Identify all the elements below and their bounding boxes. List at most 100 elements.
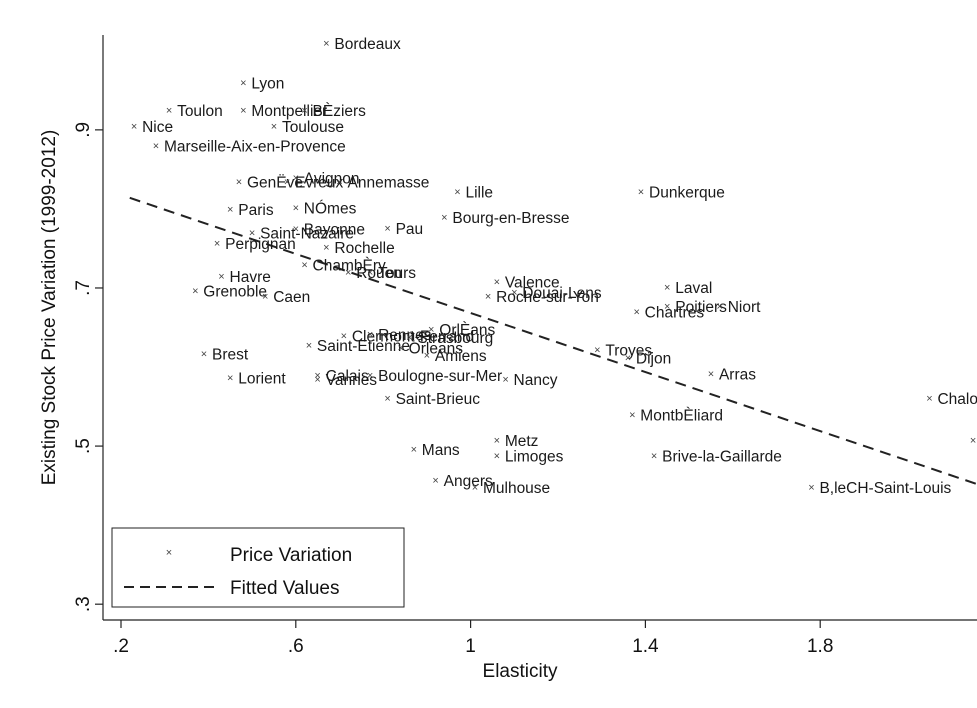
data-point: × (293, 224, 299, 236)
point-label: Pau (396, 221, 424, 238)
data-point: × (201, 349, 207, 361)
y-axis-title: Existing Stock Price Variation (1999-201… (39, 130, 60, 486)
point-label: Mans (422, 442, 460, 459)
point-label: OrlÈans (439, 322, 495, 339)
point-label: Boulogne-sur-Mer (378, 368, 502, 385)
data-point: × (323, 38, 329, 50)
data-point: × (153, 141, 159, 153)
data-point: × (314, 370, 320, 382)
point-label: Bordeaux (334, 36, 401, 53)
point-label: ChambÈry (313, 257, 386, 274)
point-label: Valence (505, 275, 560, 292)
data-point: × (406, 332, 412, 344)
point-label: Caen (273, 289, 310, 306)
data-point: × (432, 475, 438, 487)
data-point: × (293, 172, 299, 184)
data-point: × (629, 409, 635, 421)
data-point: × (367, 267, 373, 279)
axes: .2 .6 1 1.4 1.8 .3 .5 .7 .9 (73, 35, 977, 657)
point-label: Amiens (435, 348, 487, 365)
point-label: Evreux (295, 174, 343, 191)
point-label: GenËve (247, 174, 303, 191)
point-label: Perpignan (225, 236, 296, 253)
data-point: × (306, 340, 312, 352)
point-label: Toulon (177, 103, 223, 120)
point-label: Douai-Lens (522, 285, 602, 302)
data-point: × (502, 374, 508, 386)
point-label: Tours (378, 265, 416, 282)
data-point: × (240, 105, 246, 117)
point-label: Arras (719, 366, 756, 383)
point-label: Brest (212, 347, 249, 364)
data-point: × (384, 393, 390, 405)
data-point: × (271, 121, 277, 133)
point-label: Dunkerque (649, 185, 725, 202)
legend-entry-fitted-values: Fitted Values (230, 578, 339, 599)
data-point: × (970, 435, 976, 447)
point-label: NÓmes (304, 200, 357, 217)
point-label: Lille (465, 185, 493, 202)
fitted-line-layer (129, 196, 977, 486)
point-label: MontbÈliard (640, 407, 723, 424)
data-point: × (664, 301, 670, 313)
data-point: × (214, 238, 220, 250)
data-point: × (384, 223, 390, 235)
point-label: Rouen (356, 265, 402, 282)
point-label: Paris (238, 202, 274, 219)
data-point: × (441, 212, 447, 224)
legend: × Price Variation Fitted Values (111, 527, 405, 608)
data-point: × (485, 291, 491, 303)
point-label: Chalon-sur-Saone (937, 391, 977, 408)
y-tick-label: .3 (73, 596, 94, 612)
point-label: Calais (326, 368, 369, 385)
point-label: Laval (675, 280, 712, 297)
point-label: Roche-sur-Yon (496, 289, 599, 306)
point-label: Angers (444, 473, 493, 490)
data-point: × (664, 282, 670, 294)
point-label: Bayonne (304, 222, 365, 239)
point-label: Troyes (605, 343, 652, 360)
data-point: × (227, 204, 233, 216)
data-point: × (293, 202, 299, 214)
data-point: × (494, 277, 500, 289)
legend-box (111, 527, 405, 608)
point-label: Saint-Nazaire (260, 226, 354, 243)
point-label: Grenoble (203, 283, 267, 300)
data-point: × (716, 301, 722, 313)
data-point: × (131, 121, 137, 133)
data-point: × (397, 342, 403, 354)
data-point: × (511, 287, 517, 299)
data-point: × (345, 267, 351, 279)
point-label: Strasbourg (417, 330, 493, 347)
point-label: Dijon (636, 351, 671, 368)
point-label: Toulouse (282, 119, 344, 136)
point-label: Limoges (505, 449, 564, 466)
data-point: × (227, 372, 233, 384)
data-point: × (166, 105, 172, 117)
data-point: × (341, 330, 347, 342)
point-label: Nancy (514, 372, 558, 389)
y-tick-label: .9 (73, 122, 94, 138)
point-label: Niort (728, 299, 761, 316)
data-point: × (411, 444, 417, 456)
data-point: × (218, 271, 224, 283)
x-tick-label: .2 (113, 636, 129, 657)
point-label: BÈziers (313, 103, 367, 120)
data-point: × (454, 187, 460, 199)
data-point: × (926, 393, 932, 405)
point-label: Lyon (251, 75, 284, 92)
data-point: × (262, 291, 268, 303)
legend-entry-price-variation: Price Variation (230, 545, 352, 566)
x-tick-label: 1.4 (632, 636, 659, 657)
data-point: × (708, 368, 714, 380)
point-label: Nice (142, 119, 173, 136)
point-label: Chartres (645, 305, 705, 322)
point-label: Rochelle (334, 240, 394, 257)
point-label: Havre (230, 269, 271, 286)
x-tick-label: 1.8 (807, 636, 833, 657)
fitted-line (129, 196, 977, 486)
data-point: × (323, 242, 329, 254)
point-label: Brive-la-Gaillarde (662, 449, 782, 466)
data-point: × (236, 176, 242, 188)
